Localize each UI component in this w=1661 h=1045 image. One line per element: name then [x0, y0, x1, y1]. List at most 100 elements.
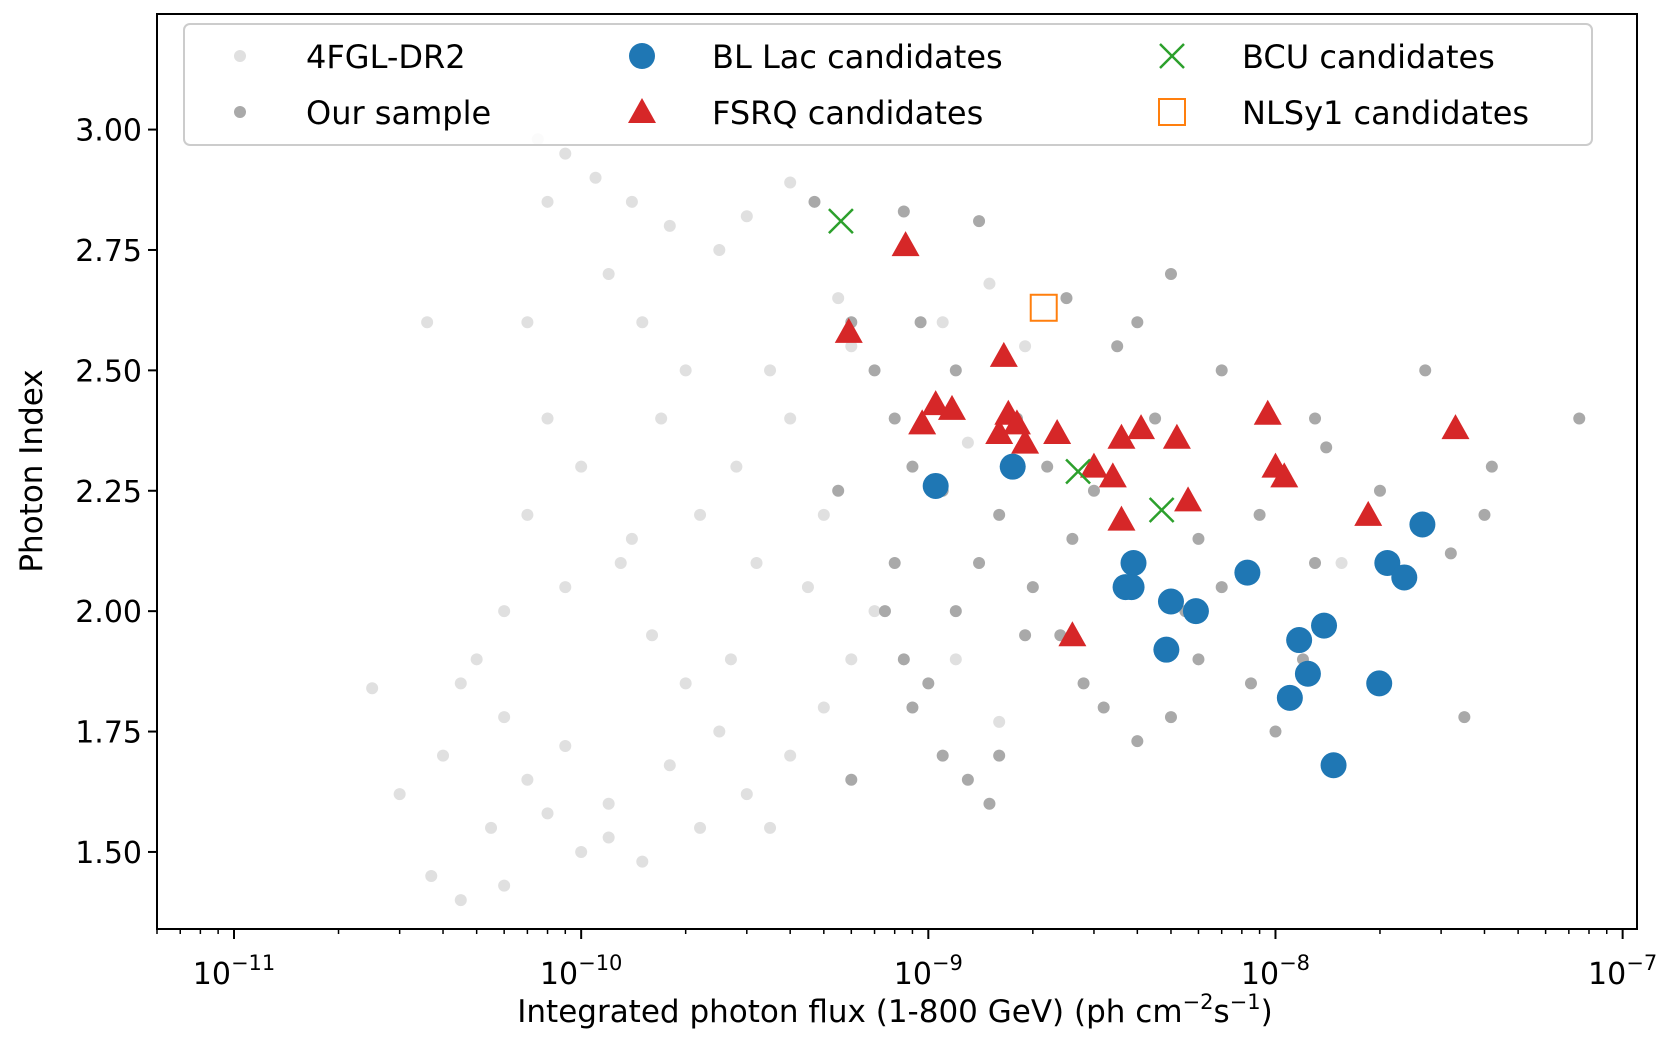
x-stroke-b — [1148, 497, 1175, 523]
data-point — [1192, 653, 1205, 666]
data-point — [1107, 505, 1136, 531]
data-point — [1019, 629, 1032, 642]
data-point — [993, 508, 1006, 521]
data-point — [498, 605, 511, 618]
data-point — [575, 845, 588, 858]
data-point — [1215, 364, 1228, 377]
data-point — [868, 364, 881, 377]
data-point — [663, 759, 676, 772]
data-point — [1192, 532, 1205, 545]
data-point — [1149, 412, 1162, 425]
data-point — [1019, 340, 1032, 353]
data-point — [937, 394, 966, 420]
data-point — [1373, 484, 1386, 497]
data-point — [1002, 409, 1031, 435]
data-point — [724, 653, 737, 666]
series-bcu-candidates — [828, 208, 1175, 523]
data-point — [993, 749, 1006, 762]
y-tick-label: 2.25 — [75, 475, 142, 510]
data-point — [575, 460, 588, 473]
data-point — [1269, 725, 1282, 738]
data-point — [1026, 581, 1039, 594]
legend-marker — [234, 50, 246, 62]
legend-label: FSRQ candidates — [712, 94, 983, 132]
data-point — [808, 195, 821, 208]
data-point — [1286, 627, 1313, 654]
data-point — [949, 605, 962, 618]
data-point — [1131, 316, 1144, 329]
data-point — [878, 605, 891, 618]
data-point — [740, 210, 753, 223]
data-point — [1311, 612, 1338, 639]
data-point — [1011, 428, 1040, 454]
data-point — [750, 557, 763, 569]
data-point — [1309, 557, 1322, 569]
data-point — [521, 316, 534, 329]
data-point — [922, 677, 935, 690]
data-point — [1294, 660, 1321, 687]
data-point — [1441, 414, 1470, 440]
legend-item: Our sample — [234, 94, 491, 132]
data-point — [1253, 508, 1266, 521]
x-tick-exponent: −10 — [578, 951, 622, 975]
data-point — [999, 453, 1026, 480]
data-point — [559, 147, 572, 160]
data-point — [936, 316, 949, 329]
plot-area — [366, 133, 1586, 907]
data-point — [985, 418, 1014, 444]
legend-marker — [628, 98, 656, 123]
data-point — [437, 749, 450, 762]
data-point — [1065, 458, 1091, 485]
legend-label: Our sample — [306, 94, 491, 132]
data-point — [730, 460, 743, 473]
data-point — [485, 821, 498, 834]
data-point — [655, 412, 668, 425]
legend-box — [183, 23, 1593, 146]
data-point — [949, 364, 962, 377]
data-point — [1366, 670, 1393, 697]
y-tick-label: 2.75 — [75, 234, 142, 269]
data-point — [1174, 486, 1203, 512]
data-point — [1098, 462, 1127, 488]
series-layer — [366, 133, 1586, 907]
data-point — [713, 243, 726, 256]
data-point — [973, 557, 986, 569]
plot-frame — [156, 13, 1638, 930]
data-point — [936, 749, 949, 762]
x-tick-label: 10−7 — [1588, 951, 1657, 992]
x-tick-exponent: −7 — [1626, 951, 1657, 975]
data-point — [421, 316, 434, 329]
data-point — [521, 773, 534, 786]
legend-marker — [1158, 98, 1186, 126]
data-point — [1335, 557, 1348, 569]
x-tick-base: 10 — [193, 957, 231, 992]
data-point — [636, 855, 649, 868]
data-point — [906, 460, 919, 473]
data-point — [625, 532, 638, 545]
y-tick-label: 2.50 — [75, 354, 142, 389]
x-tick-label: 10−10 — [540, 951, 623, 992]
data-point — [602, 831, 615, 844]
data-point — [784, 176, 797, 189]
data-point — [832, 484, 845, 497]
data-point — [1409, 511, 1436, 538]
data-point — [845, 773, 858, 786]
data-point — [740, 788, 753, 801]
data-point — [589, 171, 602, 184]
x-tick-base: 10 — [894, 957, 932, 992]
data-point — [1458, 711, 1471, 724]
data-point — [897, 205, 910, 218]
data-point — [817, 508, 830, 521]
legend-marker — [1159, 43, 1185, 69]
data-point — [625, 195, 638, 208]
data-point — [817, 701, 830, 714]
data-point — [1118, 574, 1145, 601]
data-point — [1041, 460, 1054, 473]
data-point — [897, 653, 910, 666]
legend-marker — [629, 43, 655, 69]
series-fsrq-candidates — [834, 231, 1470, 647]
data-point — [1131, 735, 1144, 748]
data-point — [679, 677, 692, 690]
data-point — [393, 788, 406, 801]
